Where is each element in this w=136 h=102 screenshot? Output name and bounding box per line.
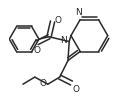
Text: O: O [33,46,40,55]
Text: O: O [72,85,79,94]
Text: N: N [76,8,82,17]
Text: O: O [54,16,61,25]
Text: N: N [60,36,67,45]
Text: O: O [40,79,47,88]
